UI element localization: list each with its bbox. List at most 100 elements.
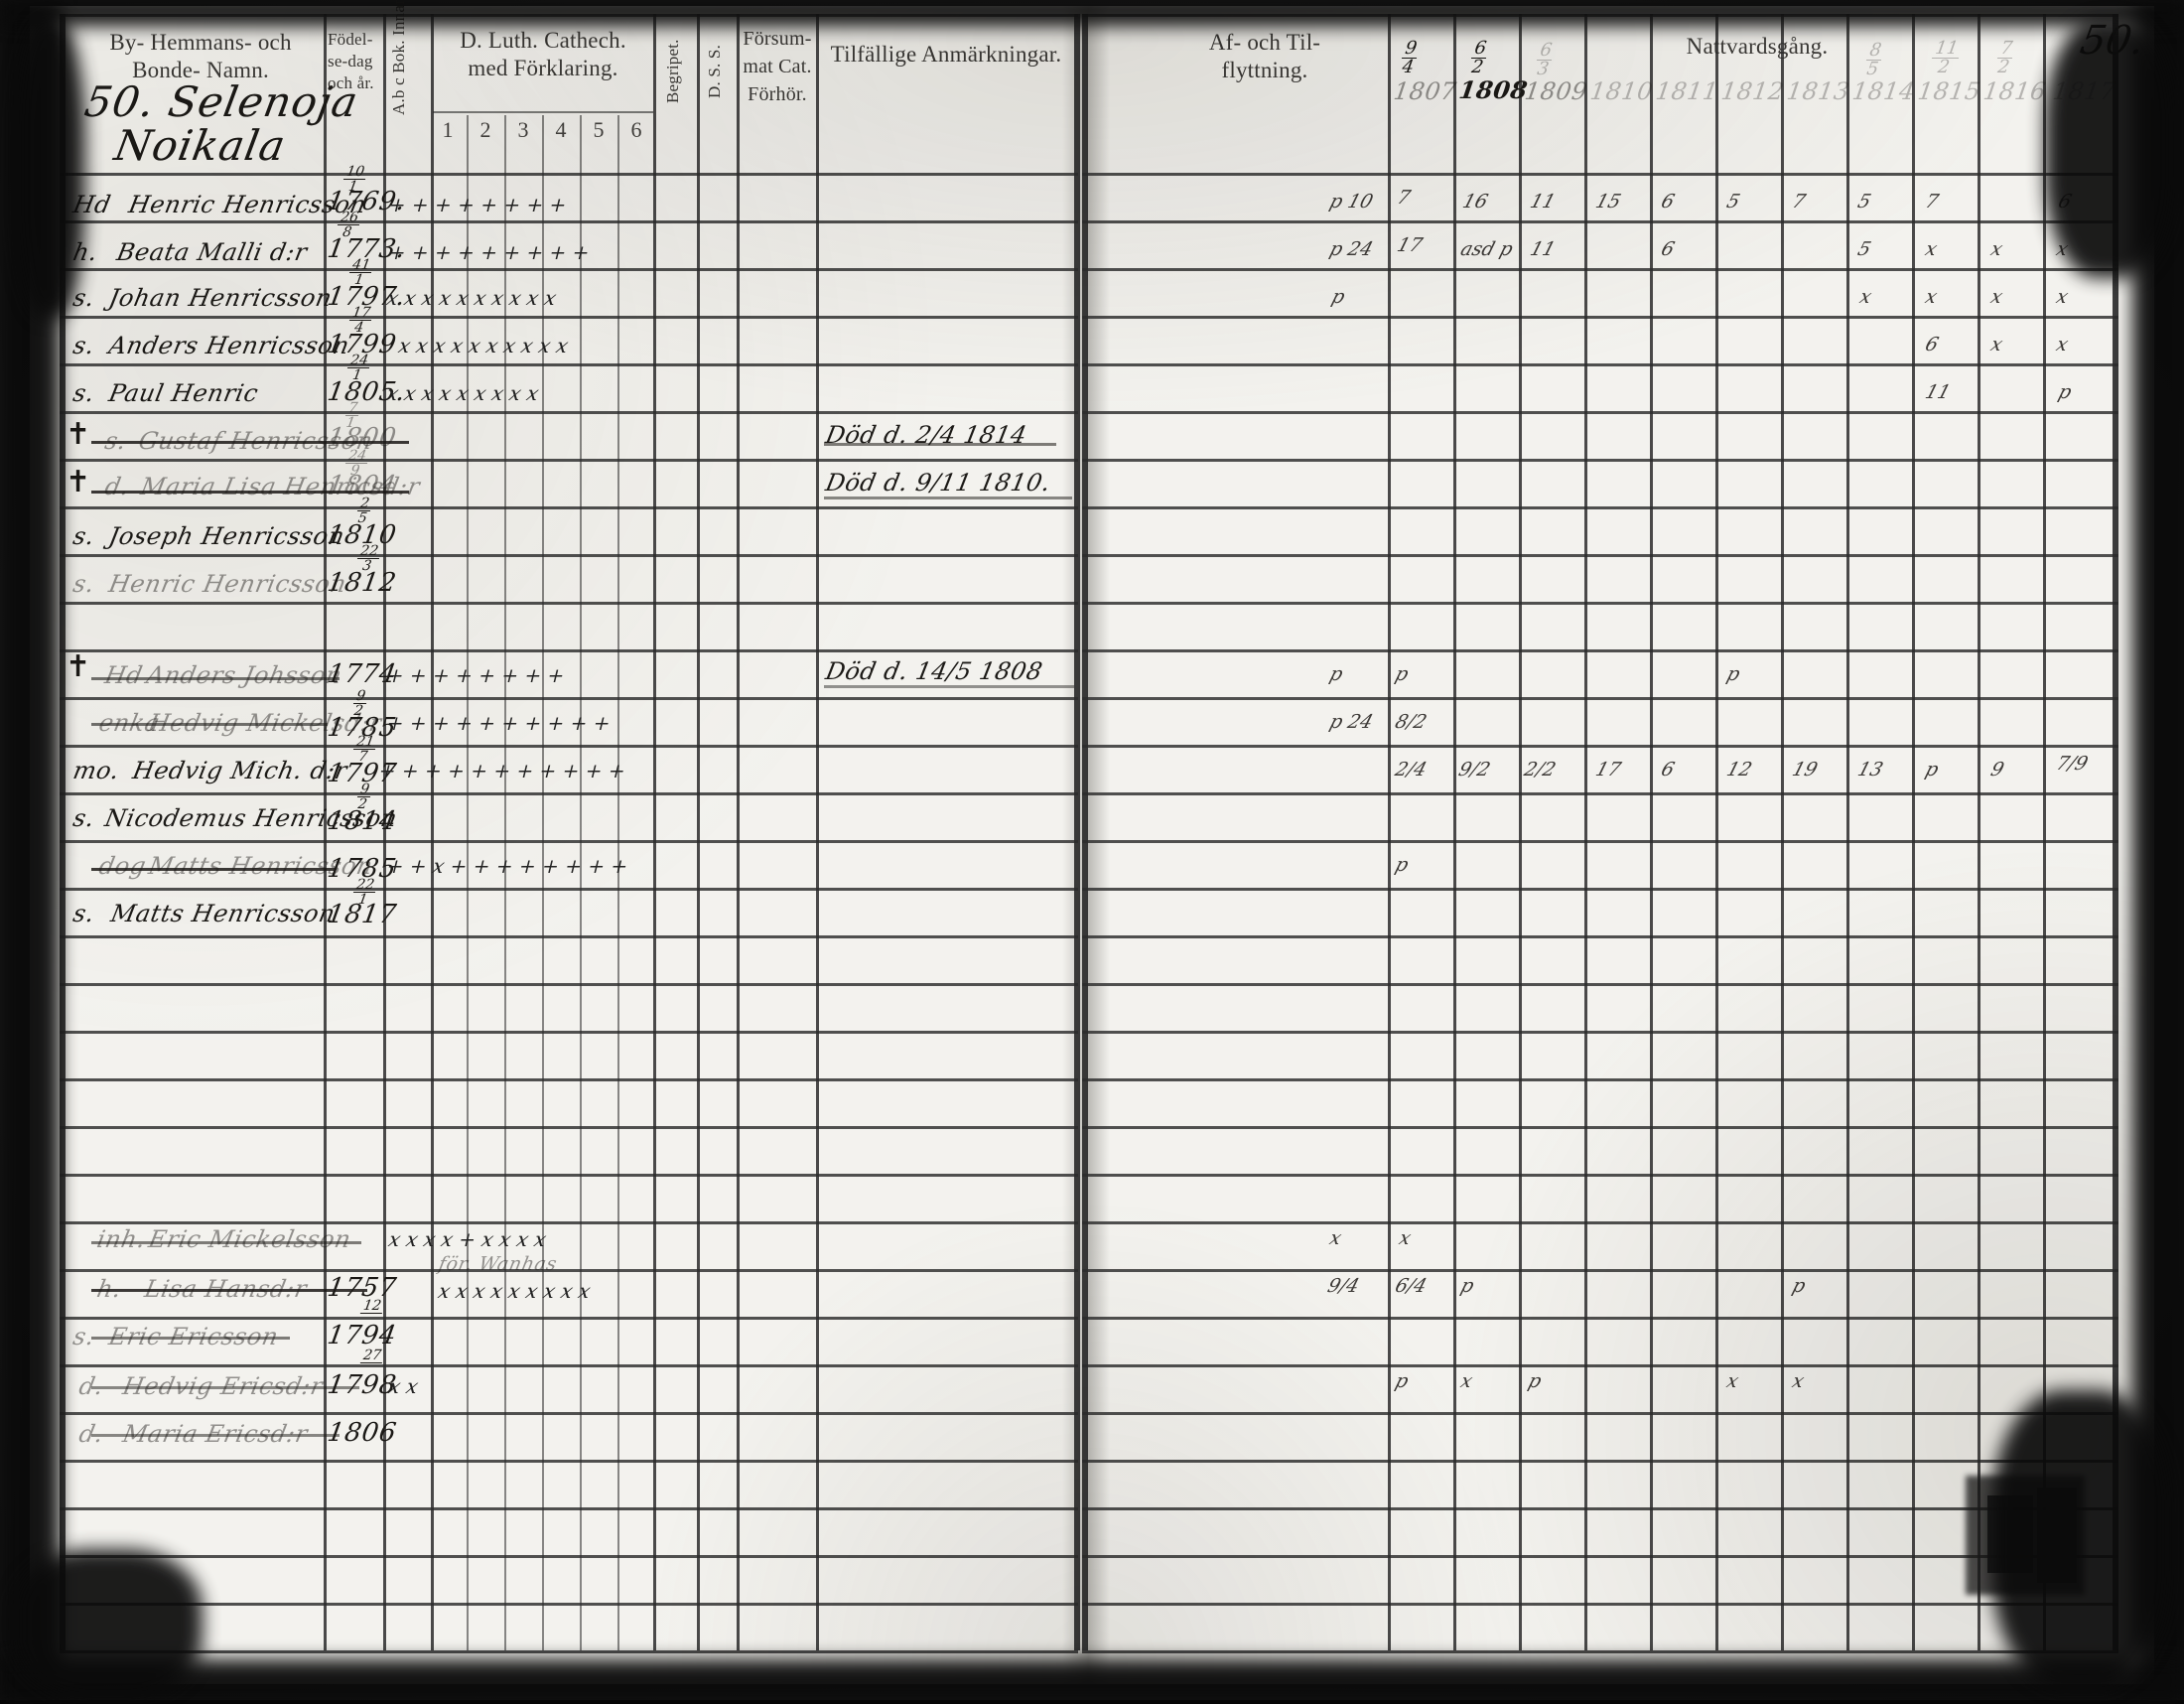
catech-number-4: 4: [555, 117, 567, 142]
communion-cell: 11: [1527, 238, 1559, 260]
communion-cell: p: [1392, 854, 1412, 876]
row-catech-marks: + + + + + + + +: [386, 193, 570, 216]
communion-cell: 11: [1922, 381, 1954, 403]
row-name: Beata Malli d:r: [114, 238, 310, 266]
lower-row-name: Hedvig Ericsd:r: [120, 1372, 326, 1400]
row-relation: s.: [70, 804, 97, 832]
communion-year-1813: 1813: [1785, 77, 1852, 105]
header-catech-line2: med Förklaring.: [468, 56, 618, 80]
catech-number-2: 2: [479, 117, 491, 142]
communion-cell: x: [1922, 286, 1940, 308]
header-abc-book: A.b c Bok. Innantil.: [389, 0, 408, 115]
communion-cell: p: [1723, 663, 1743, 685]
row-rule: [60, 459, 1078, 462]
communion-year-1807: 1807: [1392, 77, 1459, 105]
communion-year-1817: 1817: [2051, 77, 2118, 105]
row-catech-marks: + + + + + + + + +: [386, 240, 593, 264]
communion-cell: x: [2053, 238, 2071, 260]
row-rule: [60, 1460, 1078, 1463]
row-rule: [1082, 1221, 2118, 1224]
row-rule: [60, 1603, 1078, 1606]
lower-row-relation: d.: [76, 1420, 106, 1448]
row-rule: [60, 745, 1078, 748]
lower-row-catech-marks: x x x x x x x x x: [436, 1279, 594, 1303]
header-forsummat-line1: Försum-: [743, 28, 812, 50]
left-page: By- Hemmans- och Bonde- Namn. Födel- se-…: [30, 0, 1082, 1684]
catech-sub-5: [617, 115, 619, 1650]
row-rule: [60, 983, 1078, 986]
row-catech-marks: + + + + + + + + + +: [384, 711, 614, 735]
lower-communion-cell: x: [1326, 1227, 1344, 1249]
row-rule: [1082, 649, 2118, 652]
communion-cell: 9/2: [1455, 759, 1493, 781]
birth-day: 10: [342, 164, 368, 180]
row-catech-marks: + + + + + + + + + + +: [376, 759, 628, 782]
lower-communion-cell: 9/4: [1324, 1275, 1362, 1297]
row-rule: [60, 1507, 1078, 1510]
header-communion: Nattvardsgång.: [1686, 34, 1829, 59]
frac-den: 4: [1400, 57, 1416, 77]
row-relation: s.: [102, 427, 129, 455]
header-moving-line1: Af- och Til-: [1208, 30, 1321, 55]
table-bottom-border: [60, 1650, 1078, 1653]
row-rule: [1082, 1364, 2118, 1367]
communion-cell: x: [2053, 286, 2071, 308]
row-rule: [1082, 459, 2118, 462]
communion-cell: 17: [1592, 759, 1624, 781]
header-moving-line2: flyttning.: [1221, 58, 1308, 82]
communion-year-1816: 1816: [1981, 77, 2049, 105]
communion-cell: 6: [1658, 191, 1678, 213]
birth-month: 2: [352, 703, 365, 719]
lower-communion-cell: x: [1396, 1227, 1414, 1249]
row-name: Johan Henricsson: [106, 284, 335, 312]
row-rule: [60, 697, 1078, 700]
communion-year-1815: 1815: [1916, 77, 1983, 105]
row-remark: Död d. 14/5 1808: [823, 657, 1045, 685]
communion-cell: 6: [1922, 334, 1942, 355]
row-rule: [60, 1078, 1078, 1081]
header-forsummat-line2: mat Cat.: [743, 56, 812, 77]
lower-communion-cell: x: [1457, 1370, 1475, 1392]
header-begripet: Begripet.: [663, 39, 682, 104]
communion-cell: 6: [1658, 238, 1678, 260]
row-rule: [60, 1269, 1078, 1272]
communion-cell: 2/4: [1392, 759, 1430, 781]
communion-cell: p: [2055, 381, 2075, 403]
row-rule: [60, 316, 1078, 319]
row-relation: dog: [96, 852, 149, 880]
row-relation: s.: [70, 284, 97, 312]
communion-col-divider: [1650, 14, 1653, 1650]
birth-month: 1: [346, 179, 359, 195]
communion-cell: x: [1987, 286, 2005, 308]
birth-day: 41: [348, 257, 374, 273]
row-rule: [60, 1221, 1078, 1224]
row-rule: [1082, 1031, 2118, 1034]
row-rule: [60, 1174, 1078, 1177]
right-page: Af- och Til- flyttning. Nattvardsgång. 5…: [1082, 6, 2154, 1684]
lower-row-birth-year: 1806: [325, 1418, 399, 1448]
table-bottom-border: [1082, 1650, 2118, 1653]
lower-communion-cell: p: [1525, 1370, 1545, 1392]
col-divider-dss: [737, 14, 740, 1650]
communion-cell: 5: [1854, 191, 1874, 213]
birth-day: 12: [359, 1298, 385, 1314]
communion-cell: 6: [2055, 191, 2075, 213]
communion-cell: 12: [1723, 759, 1755, 781]
catech-sub-4: [580, 115, 582, 1650]
frac-den: 2: [1936, 57, 1952, 77]
birth-day: 2: [356, 496, 373, 511]
communion-cell: x: [1922, 238, 1940, 260]
row-rule: [60, 506, 1078, 509]
birth-month: 2: [356, 796, 369, 812]
header-birth-line1: Födel-: [328, 30, 373, 49]
table-top-border: [60, 14, 1078, 17]
communion-cell: 19: [1789, 759, 1821, 781]
row-rule: [60, 268, 1078, 271]
row-relation: Hd: [70, 191, 114, 218]
row-birth-date: 10 1: [341, 164, 368, 195]
table-border-left: [1082, 14, 1088, 1650]
